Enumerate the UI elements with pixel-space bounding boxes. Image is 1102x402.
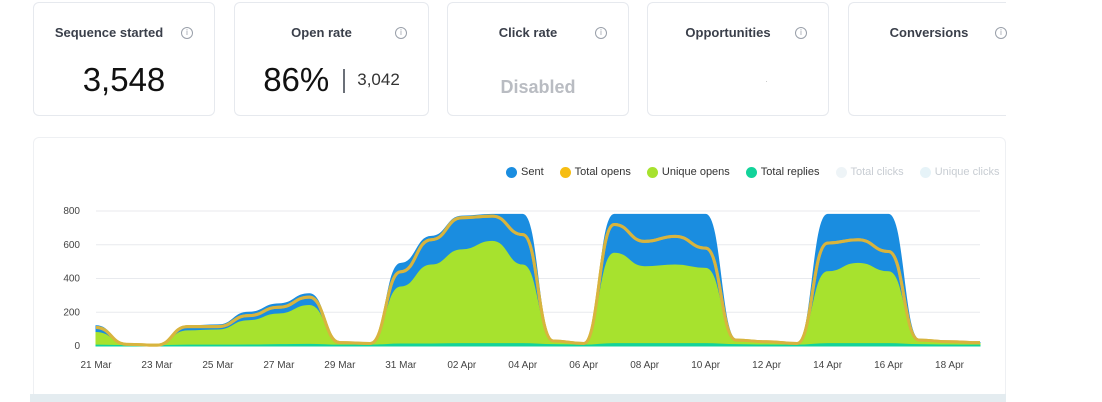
x-tick-label: 04 Apr — [508, 360, 538, 371]
legend-dot — [919, 166, 931, 178]
value-divider — [343, 69, 346, 93]
x-tick-label: 14 Apr — [813, 360, 843, 371]
empty-value-dot — [766, 81, 767, 82]
open-count: 3,042 — [357, 70, 400, 89]
stat-card-conversions: Conversions i — [848, 2, 1007, 116]
legend-item-total-replies[interactable]: Total replies — [745, 166, 820, 178]
stat-title: Click rate — [498, 25, 558, 40]
info-icon[interactable]: i — [181, 27, 193, 39]
legend-dot — [559, 166, 571, 178]
stat-title: Open rate — [291, 25, 352, 40]
legend-label: Total clicks — [850, 166, 904, 178]
y-tick-label: 600 — [63, 240, 80, 251]
x-tick-label: 06 Apr — [569, 360, 599, 371]
legend-item-unique-clicks[interactable]: Unique clicks — [919, 166, 1000, 178]
x-tick-label: 10 Apr — [691, 360, 721, 371]
x-tick-label: 12 Apr — [752, 360, 782, 371]
stat-title: Conversions — [889, 25, 969, 40]
legend-item-total-opens[interactable]: Total opens — [559, 166, 631, 178]
series-area-total-replies — [95, 343, 981, 347]
stat-title: Opportunities — [685, 25, 771, 40]
legend-dot — [745, 166, 757, 178]
y-tick-label: 400 — [63, 274, 80, 285]
x-tick-label: 27 Mar — [263, 360, 295, 371]
x-tick-label: 18 Apr — [935, 360, 965, 371]
series-line-total-opens-overlay — [95, 214, 981, 347]
click-rate-disabled: Disabled — [500, 77, 576, 97]
y-tick-label: 800 — [63, 206, 80, 217]
x-tick-label: 23 Mar — [141, 360, 173, 371]
stat-card-open-rate: Open rate i 86% 3,042 — [234, 2, 429, 116]
x-tick-label: 31 Mar — [385, 360, 417, 371]
x-tick-label: 16 Apr — [874, 360, 904, 371]
info-icon[interactable]: i — [395, 27, 407, 39]
legend-item-unique-opens[interactable]: Unique opens — [646, 166, 730, 178]
stat-title: Sequence started — [54, 25, 164, 40]
legend-label: Total replies — [760, 166, 820, 178]
info-icon[interactable]: i — [595, 27, 607, 39]
info-icon[interactable]: i — [995, 27, 1007, 39]
stat-card-opportunities: Opportunities i — [647, 2, 829, 116]
legend-dot — [506, 166, 517, 178]
x-tick-label: 21 Mar — [80, 360, 112, 371]
stat-value-group: 86% 3,042 — [235, 61, 428, 99]
legend-item-total-clicks[interactable]: Total clicks — [835, 166, 904, 178]
legend-label: Total opens — [574, 166, 631, 178]
chart-legend: Sent Total opens Unique opens Total repl… — [506, 164, 1016, 180]
stat-card-sequence-started: Sequence started i 3,548 — [33, 2, 215, 116]
x-tick-label: 25 Mar — [202, 360, 234, 371]
x-tick-label: 08 Apr — [630, 360, 660, 371]
open-rate-percent: 86% — [263, 61, 330, 98]
stat-card-click-rate: Click rate i Disabled — [447, 2, 629, 116]
legend-label: Sent — [521, 166, 544, 178]
legend-dot — [835, 166, 847, 178]
legend-label: Unique opens — [661, 166, 730, 178]
stat-value: 3,548 — [82, 61, 166, 98]
y-tick-label: 200 — [63, 307, 80, 318]
x-tick-label: 29 Mar — [324, 360, 356, 371]
legend-item-sent[interactable]: Sent — [506, 166, 544, 178]
bottom-strip — [30, 394, 1006, 402]
info-icon[interactable]: i — [795, 27, 807, 39]
x-tick-label: 02 Apr — [447, 360, 477, 371]
legend-label: Unique clicks — [934, 166, 1000, 178]
legend-dot — [646, 166, 658, 178]
y-tick-label: 0 — [74, 341, 80, 352]
